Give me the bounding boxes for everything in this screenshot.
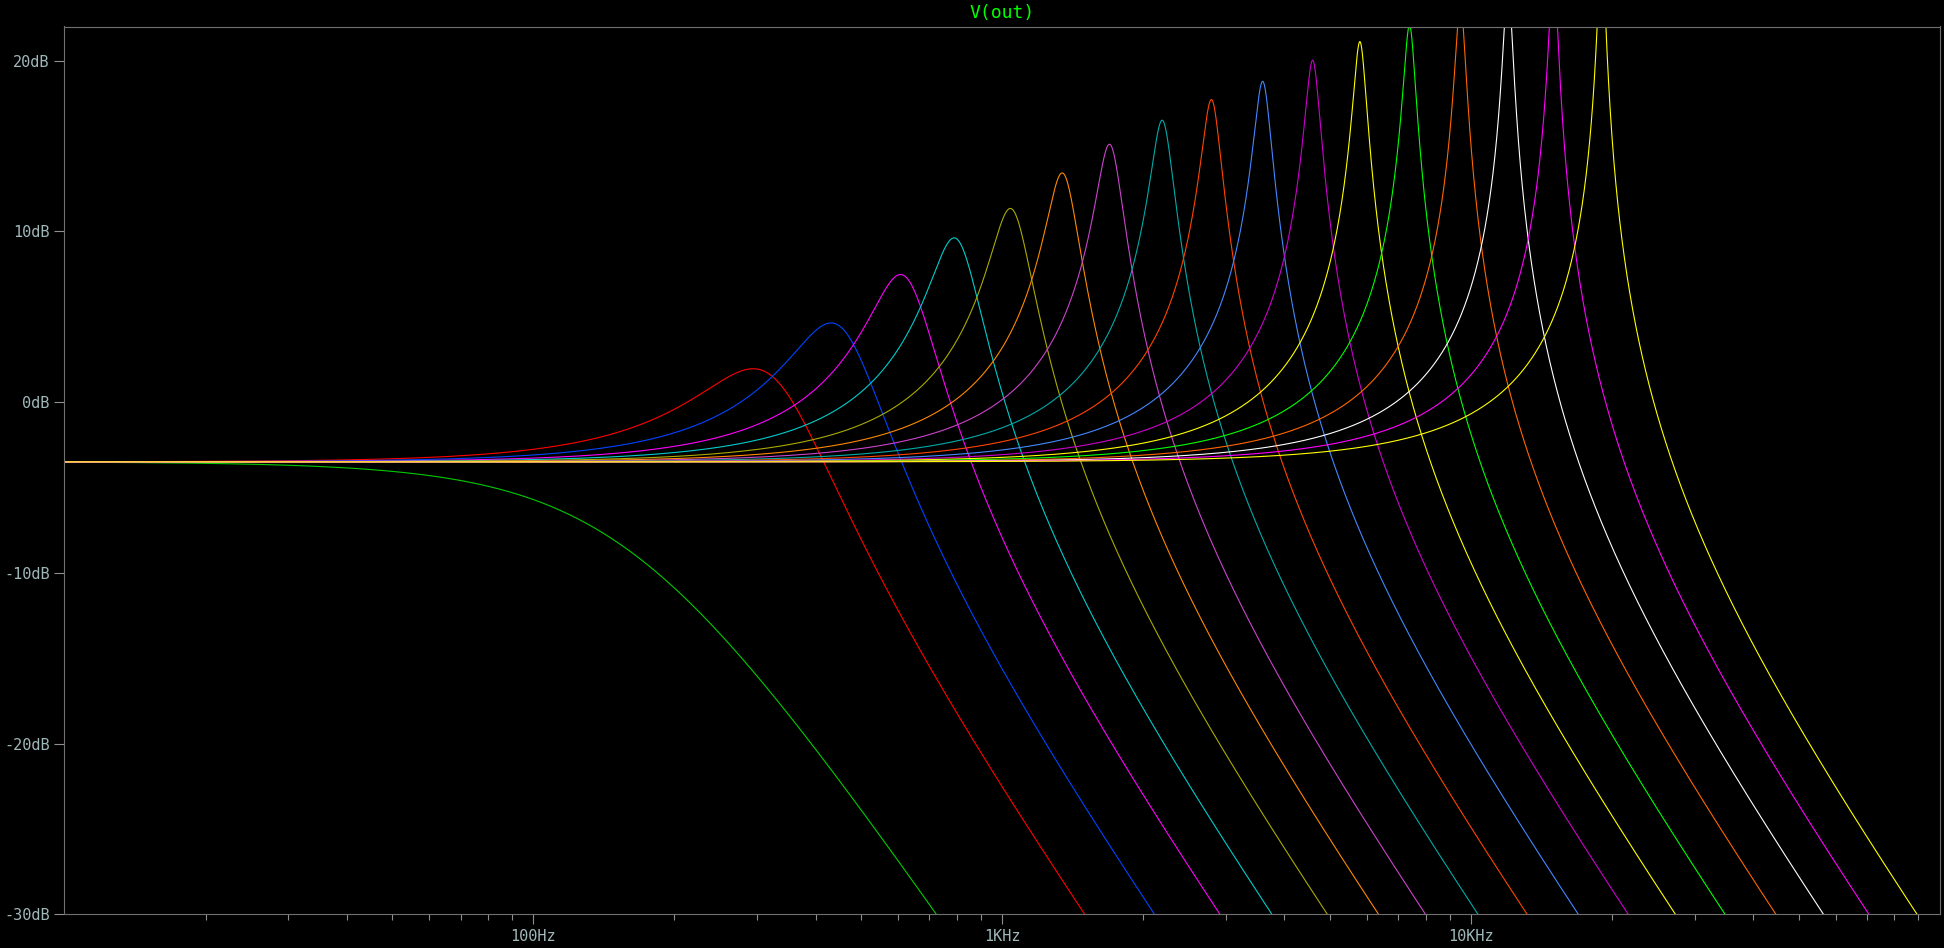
Title: V(out): V(out) [970, 4, 1034, 22]
